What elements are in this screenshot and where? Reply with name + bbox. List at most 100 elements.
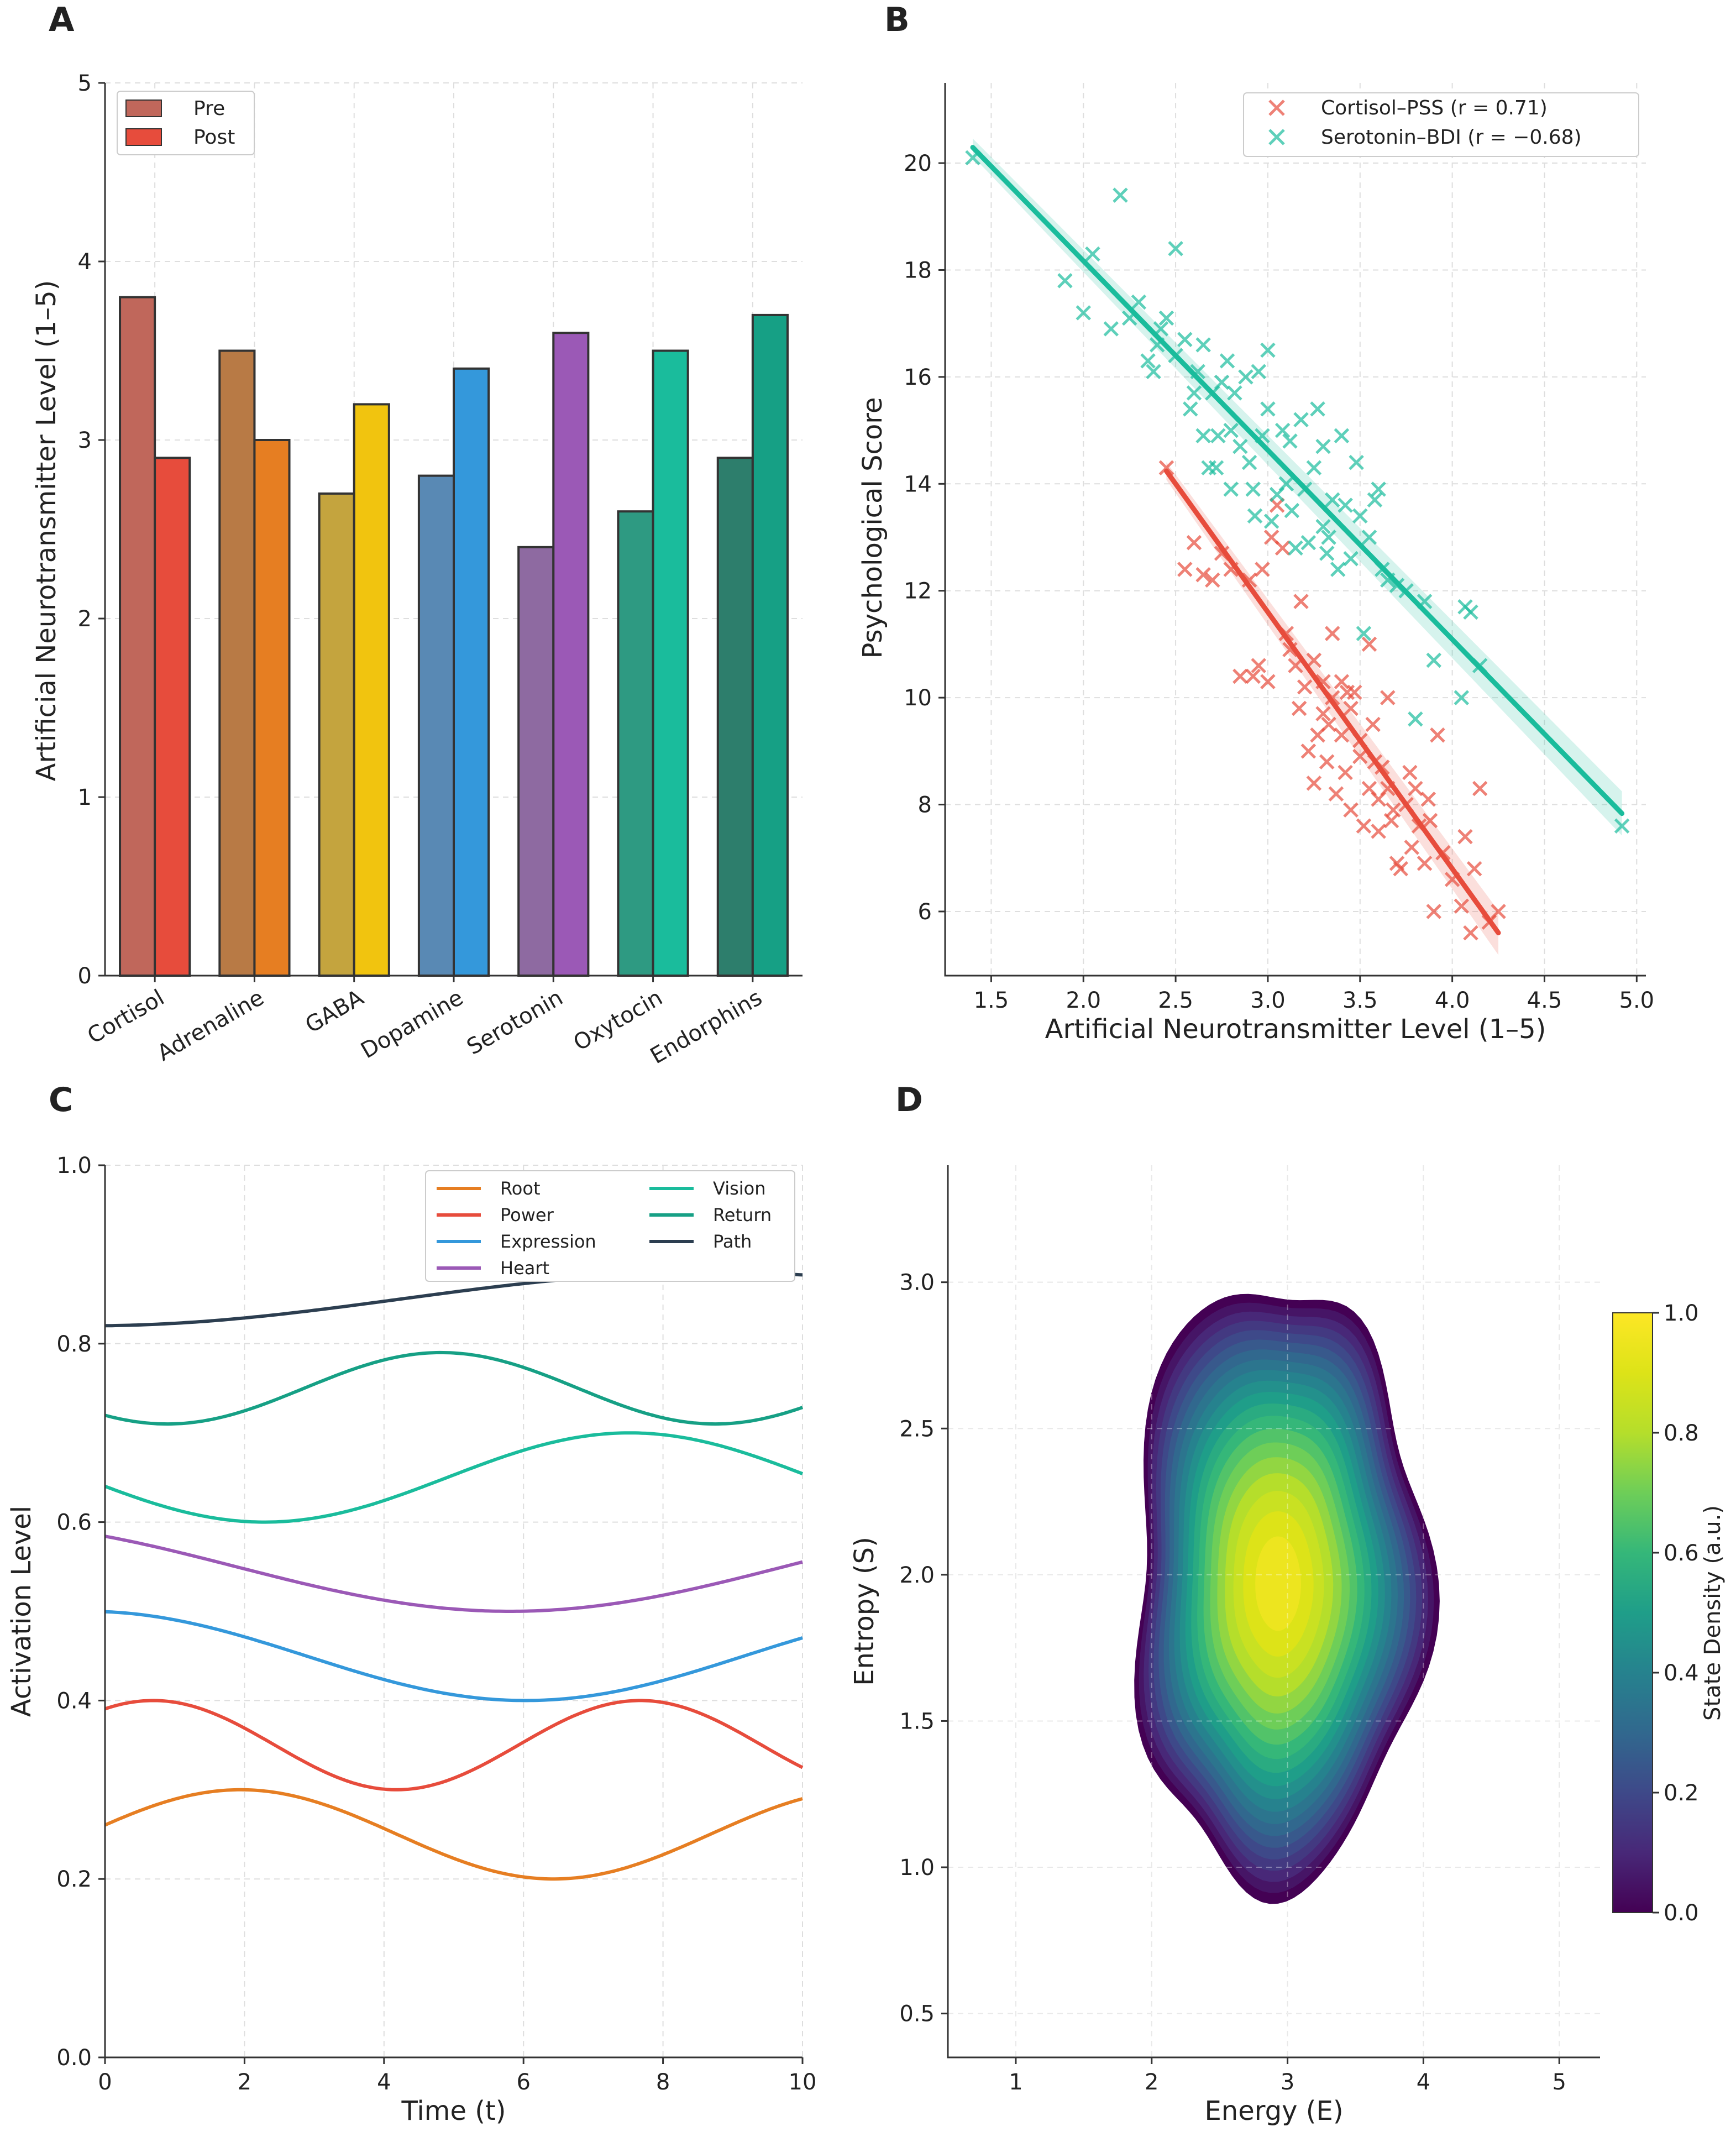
c-ytick-label: 0.0 [56, 2045, 92, 2071]
b-xtick-label: 4.5 [1527, 988, 1562, 1013]
c-ytick-label: 0.4 [56, 1688, 92, 1714]
b-point-cortisol [1158, 460, 1174, 476]
b-xtick-label: 2.5 [1158, 988, 1193, 1013]
b-point-cortisol [1245, 668, 1261, 684]
a-bar-post-cortisol [154, 457, 191, 977]
b-point-cortisol [1328, 786, 1344, 802]
c-legend-box [425, 1170, 795, 1282]
b-point-cortisol [1321, 716, 1336, 732]
b-point-cortisol [1417, 856, 1433, 871]
a-legend-post-swatch [125, 128, 162, 146]
a-bar-post-endorphins [751, 313, 789, 977]
b-point-cortisol [1466, 861, 1482, 877]
a-bar-post-gaba [353, 403, 390, 977]
a-bar-pre-cortisol [119, 296, 156, 977]
b-xtick-label: 3.0 [1250, 988, 1286, 1013]
c-ytick-label: 0.8 [56, 1332, 92, 1357]
b-point-serotonin [1158, 310, 1174, 326]
b-point-serotonin [1321, 530, 1336, 545]
a-bar-post-adrenaline [253, 439, 291, 977]
b-point-cortisol [1420, 792, 1436, 807]
a-y-axis-title: Artificial Neurotransmitter Level (1–5) [31, 280, 62, 782]
b-point-serotonin [1426, 652, 1442, 668]
panel-c-line-chart: 0 2 4 6 8 10 0.0 0.2 0.4 0.6 0.8 1.0 Time (t) Activ… [6, 1153, 816, 2126]
b-point-cortisol [1343, 802, 1359, 818]
a-bar-post-dopamine [453, 367, 490, 977]
b-point-serotonin [1343, 551, 1359, 567]
a-bar-pre-gaba [318, 492, 355, 977]
b-point-serotonin [1210, 428, 1226, 444]
b-grid [945, 83, 1646, 976]
d-colorbar [1612, 1312, 1653, 1913]
b-point-cortisol [1334, 727, 1350, 743]
b-point-cortisol [1260, 674, 1276, 689]
b-point-cortisol [1343, 700, 1359, 716]
a-legend-pre-swatch [125, 99, 162, 117]
d-density-surface [1134, 1293, 1440, 1904]
c-xtick-label: 0 [98, 2070, 112, 2095]
b-point-cortisol [1324, 626, 1340, 641]
b-point-serotonin [1463, 604, 1478, 620]
b-point-serotonin [1293, 412, 1309, 428]
b-point-serotonin [1223, 422, 1239, 438]
b-legend-serotonin-marker [1268, 129, 1285, 145]
b-point-serotonin [1454, 690, 1470, 705]
b-point-serotonin [1085, 246, 1100, 262]
b-point-serotonin [1315, 438, 1331, 454]
b-point-cortisol [1297, 679, 1313, 695]
d-colorbar-tick-label: 0.0 [1664, 1900, 1699, 1926]
b-point-serotonin [1195, 428, 1211, 444]
b-fit-lines [970, 145, 1625, 936]
c-legend-label-path: Path [713, 1231, 752, 1252]
b-point-cortisol [1463, 925, 1478, 941]
b-xtick-label: 3.5 [1342, 988, 1378, 1013]
b-ytick-label: 14 [904, 472, 932, 497]
b-point-serotonin [1338, 497, 1353, 513]
c-line-heart [104, 1534, 803, 1613]
a-bar-pre-adrenaline [218, 349, 256, 977]
d-colorbar-tick-label: 0.6 [1664, 1541, 1699, 1566]
b-point-cortisol [1356, 818, 1372, 834]
b-point-cortisol [1339, 684, 1355, 700]
b-point-serotonin [1247, 508, 1263, 524]
b-ytick-label: 20 [904, 151, 932, 176]
b-point-serotonin [1275, 422, 1291, 438]
b-point-serotonin [1168, 241, 1183, 256]
b-ticks: 1.5 2.0 2.5 3.0 3.5 4.0 4.5 5.0 6 8 10 12 14 16 18 20 [904, 151, 1654, 1013]
b-point-serotonin [1284, 502, 1300, 518]
b-ytick-label: 12 [904, 579, 932, 604]
b-point-serotonin [1260, 342, 1276, 358]
b-legend-marker-cortisol [1268, 99, 1285, 116]
c-ytick-label: 0.6 [56, 1510, 92, 1536]
panel-d-density-map: 1 2 3 4 5 0.5 1.0 1.5 2.0 2.5 3.0 Energy (E) Entro… [849, 1165, 1725, 2126]
c-x-axis-title: Time (t) [401, 2096, 506, 2126]
b-legend-cortisol-marker [1268, 99, 1285, 116]
a-bar-pre-dopamine [417, 474, 455, 977]
b-legend-box [1243, 92, 1639, 157]
b-point-serotonin [1352, 508, 1368, 524]
d-colorbar-tick-label: 0.8 [1664, 1421, 1699, 1446]
b-point-serotonin [1334, 428, 1350, 444]
b-legend: Cortisol–PSS (r = 0.71) Serotonin–BDI (r… [1243, 92, 1639, 157]
c-legend-label-return: Return [713, 1204, 772, 1225]
b-point-cortisol [1472, 781, 1488, 797]
d-xtick-label: 2 [1145, 2070, 1158, 2095]
b-point-cortisol [1491, 904, 1506, 919]
b-point-serotonin [1223, 481, 1239, 497]
b-point-cortisol [1393, 861, 1408, 877]
b-ytick-label: 6 [918, 899, 932, 925]
d-ticks: 1 2 3 4 5 0.5 1.0 1.5 2.0 2.5 3.0 [899, 1270, 1566, 2095]
b-point-serotonin [1306, 460, 1322, 476]
b-point-cortisol [1386, 802, 1401, 818]
d-ytick-label: 0.5 [899, 2002, 935, 2027]
b-point-cortisol [1288, 658, 1303, 673]
b-point-serotonin [1076, 305, 1092, 321]
c-xtick-label: 6 [516, 2070, 530, 2095]
b-axes [944, 83, 1646, 977]
a-bar-pre-endorphins [716, 457, 754, 977]
b-xtick-label: 4.0 [1435, 988, 1470, 1013]
b-ytick-label: 10 [904, 685, 932, 711]
c-legend-items: Root Power Expression Heart Vision Return Path [437, 1178, 772, 1279]
